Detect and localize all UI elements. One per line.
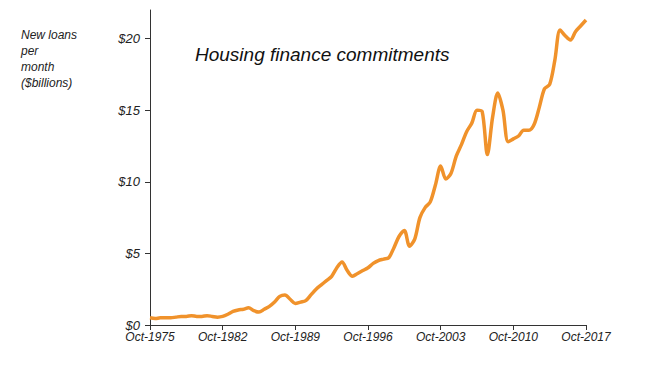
svg-text:$0: $0 xyxy=(125,317,140,333)
svg-text:Oct-2017: Oct-2017 xyxy=(561,330,612,344)
svg-text:per: per xyxy=(20,44,39,58)
svg-text:Oct-1982: Oct-1982 xyxy=(198,330,248,344)
svg-text:month: month xyxy=(21,60,55,74)
svg-text:($billions): ($billions) xyxy=(21,76,72,90)
svg-text:$15: $15 xyxy=(117,103,140,118)
svg-text:$10: $10 xyxy=(117,174,140,189)
svg-text:$20: $20 xyxy=(117,31,140,46)
svg-text:New loans: New loans xyxy=(21,28,77,42)
svg-text:Oct-2003: Oct-2003 xyxy=(416,330,466,344)
svg-text:Oct-1975: Oct-1975 xyxy=(125,330,175,344)
svg-text:Housing finance commitments: Housing finance commitments xyxy=(195,44,450,65)
svg-text:Oct-2010: Oct-2010 xyxy=(489,330,539,344)
svg-text:Oct-1996: Oct-1996 xyxy=(343,330,393,344)
svg-text:$5: $5 xyxy=(125,246,141,261)
svg-text:Oct-1989: Oct-1989 xyxy=(271,330,321,344)
